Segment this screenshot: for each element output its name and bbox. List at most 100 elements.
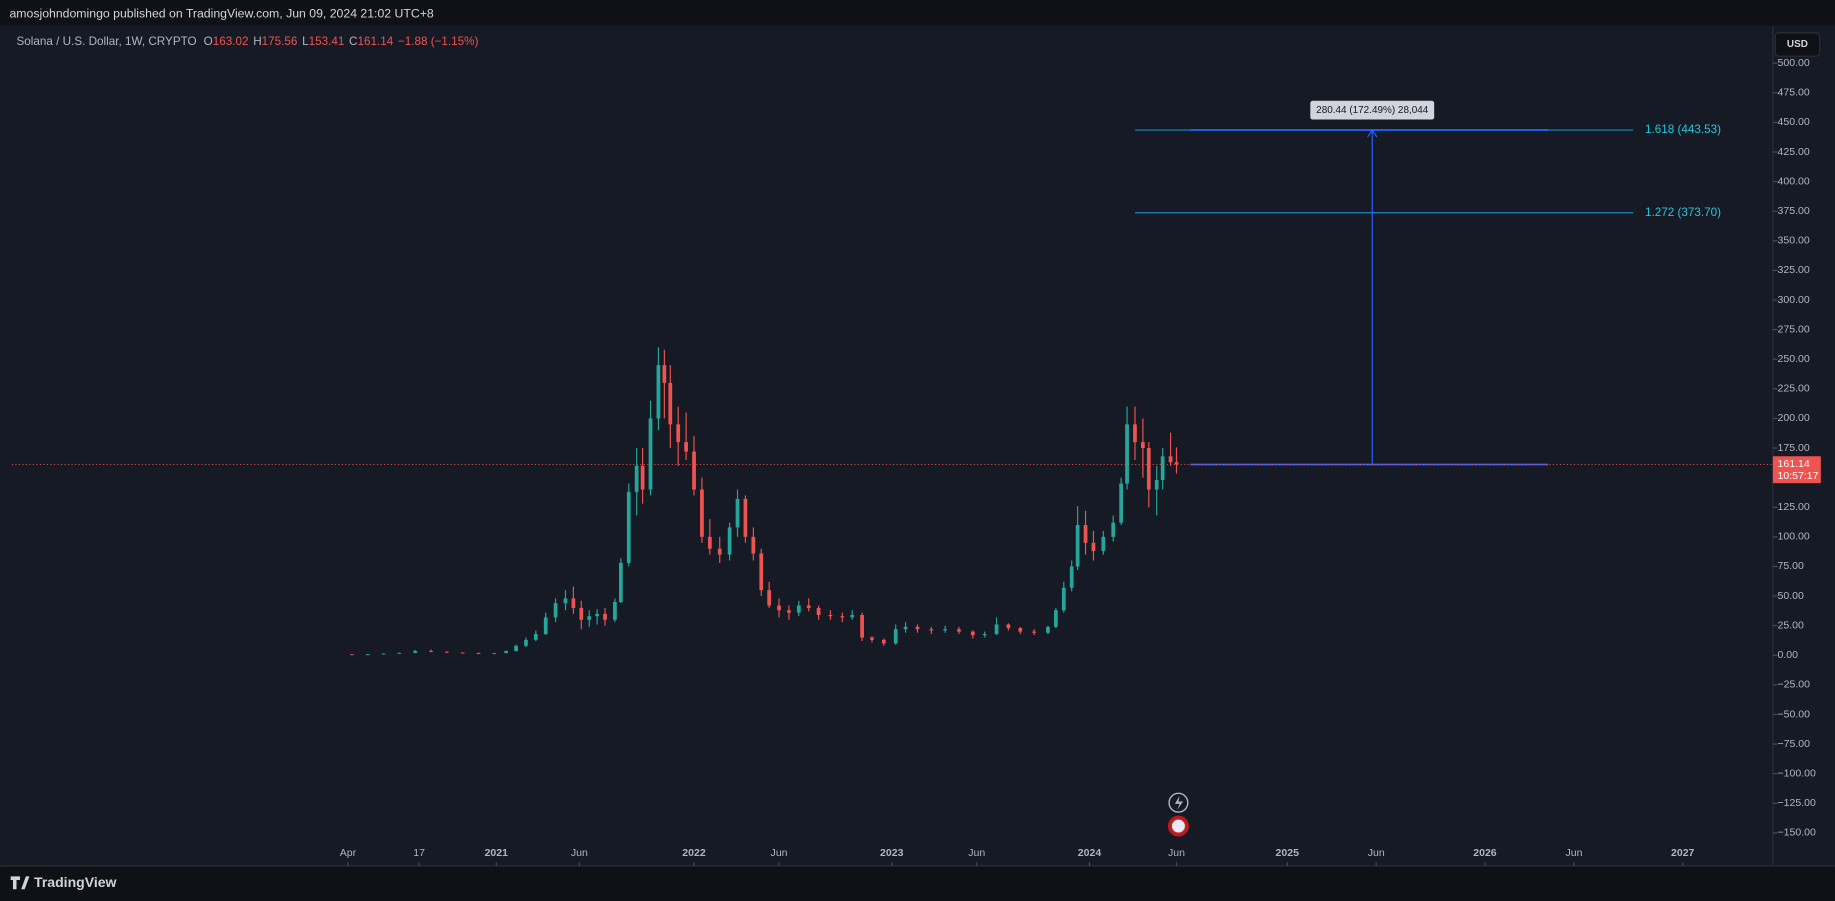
- candle-body: [1075, 525, 1080, 567]
- candle-body: [806, 605, 811, 608]
- candle-body: [970, 631, 975, 636]
- candle-body: [870, 637, 874, 640]
- candle-body: [656, 365, 661, 419]
- y-tick-label: 500.00: [1778, 57, 1810, 69]
- candle-body: [903, 626, 908, 630]
- x-tick-label: Jun: [1368, 847, 1385, 859]
- candle-body: [735, 498, 740, 528]
- y-tick-label: −75.00: [1778, 738, 1811, 750]
- candle-body: [1133, 424, 1137, 443]
- candle-body: [982, 633, 987, 636]
- candle-body: [676, 424, 681, 443]
- symbol-title: Solana / U.S. Dollar, 1W, CRYPTO: [17, 35, 197, 48]
- y-tick-label: −25.00: [1778, 679, 1811, 691]
- candle-body: [840, 616, 845, 618]
- candle-body: [700, 489, 704, 537]
- price-label: 161.14: [1778, 458, 1810, 470]
- ohlc-value: 161.14: [357, 35, 393, 48]
- fib-label: 1.618 (443.53): [1645, 123, 1721, 136]
- candle-body: [429, 651, 433, 652]
- y-tick-label: 375.00: [1778, 205, 1810, 217]
- candle-body: [893, 629, 898, 644]
- candle-body: [828, 615, 833, 617]
- x-tick-label: 2024: [1078, 847, 1102, 859]
- candle-body: [1006, 624, 1011, 629]
- candle-body: [626, 491, 631, 563]
- ohlc-value: 163.02: [213, 35, 249, 48]
- candle-body: [1061, 587, 1066, 611]
- candle-body: [816, 607, 821, 616]
- candle-body: [777, 605, 781, 611]
- candle-body: [759, 553, 764, 591]
- candle-body: [668, 382, 673, 425]
- candle-body: [957, 629, 961, 632]
- y-tick-label: 250.00: [1778, 353, 1810, 365]
- candle-body: [397, 652, 402, 654]
- candle-body: [1111, 522, 1116, 537]
- candle-body: [543, 617, 548, 634]
- ohlc-key: C: [349, 35, 357, 48]
- candle-body: [476, 653, 481, 655]
- candle-body: [915, 626, 920, 630]
- candle-body: [492, 653, 497, 655]
- candle-body: [413, 651, 418, 653]
- y-tick-label: −125.00: [1778, 797, 1816, 809]
- candle-body: [743, 498, 748, 537]
- candle-body: [767, 590, 772, 606]
- candle-body: [613, 601, 617, 620]
- candle-body: [717, 548, 722, 555]
- candle-body: [603, 613, 607, 620]
- candle-body: [684, 442, 688, 452]
- candle-body: [994, 624, 999, 634]
- y-tick-label: 25.00: [1778, 619, 1804, 631]
- arrow-head: [1367, 129, 1378, 138]
- x-tick-label: Jun: [771, 847, 788, 859]
- y-tick-label: 0.00: [1778, 649, 1799, 661]
- candle-body: [1054, 610, 1058, 627]
- change: −1.88 (−1.15%): [398, 35, 479, 48]
- y-tick-label: 275.00: [1778, 323, 1810, 335]
- currency-box[interactable]: [1774, 32, 1821, 57]
- price-label-box: [1772, 456, 1821, 484]
- x-tick-label: Jun: [1565, 847, 1582, 859]
- candle-body: [1174, 462, 1179, 465]
- y-tick-label: 450.00: [1778, 116, 1810, 128]
- candle-body: [1083, 525, 1088, 543]
- logo: TradingView: [10, 874, 117, 890]
- candle-body: [1141, 442, 1145, 449]
- y-tick-label: 225.00: [1778, 383, 1810, 395]
- y-tick-label: 425.00: [1778, 146, 1810, 158]
- candle-body: [1101, 536, 1106, 552]
- candle-body: [1160, 456, 1165, 481]
- y-tick-label: 175.00: [1778, 442, 1810, 454]
- y-tick-label: −50.00: [1778, 708, 1811, 720]
- y-tick-label: 300.00: [1778, 294, 1810, 306]
- measure-label: 280.44 (172.49%) 28,044: [1316, 105, 1429, 116]
- x-tick-label: 2023: [880, 847, 904, 859]
- y-tick-label: 400.00: [1778, 175, 1810, 187]
- candle-body: [751, 536, 756, 554]
- candle-body: [929, 629, 934, 631]
- candle-body: [553, 603, 558, 618]
- candle-body: [707, 536, 712, 549]
- candle-body: [662, 365, 667, 383]
- candle-body: [350, 654, 354, 656]
- ohlc-value: 175.56: [262, 35, 298, 48]
- candle-body: [444, 651, 449, 653]
- x-tick-label: 17: [413, 847, 425, 859]
- candle-body: [587, 616, 592, 620]
- y-tick-label: −150.00: [1778, 827, 1816, 839]
- candle-body: [595, 613, 599, 617]
- candle-body: [460, 652, 465, 654]
- candle-body: [365, 654, 370, 656]
- candle-body: [796, 605, 801, 613]
- ohlc-value: 153.41: [309, 35, 345, 48]
- candle-body: [579, 607, 584, 620]
- x-tick-label: 2026: [1473, 847, 1497, 859]
- ohlc-legend: O 163.02 H 175.56 L 153.41 C 161.14 −1.88 (−1.15…: [204, 35, 479, 48]
- candle-body: [1154, 480, 1159, 490]
- candle-body: [1046, 626, 1050, 633]
- lightning-icon: [1174, 795, 1184, 810]
